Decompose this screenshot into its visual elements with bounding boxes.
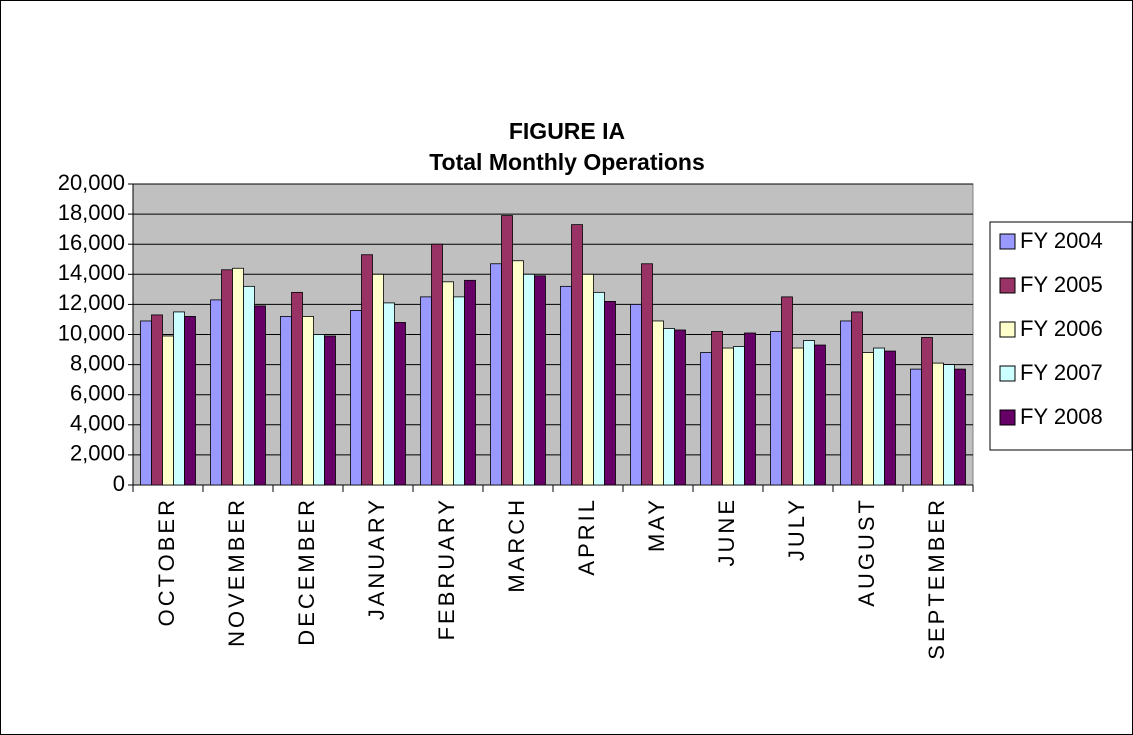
bar <box>582 273 594 486</box>
bar <box>210 299 222 486</box>
bar <box>324 335 336 486</box>
bar <box>372 273 384 486</box>
bar <box>932 362 944 486</box>
bar <box>534 275 546 486</box>
bar <box>814 344 826 486</box>
bar <box>512 260 524 486</box>
bar <box>151 314 163 486</box>
bar <box>851 311 863 486</box>
x-tick-label: SEPTEMBER <box>924 497 949 660</box>
legend-swatch <box>999 365 1016 382</box>
bar <box>943 364 955 486</box>
bar <box>162 335 174 486</box>
legend-swatch <box>999 321 1016 338</box>
bar <box>630 303 642 486</box>
x-tick-label: NOVEMBER <box>224 497 249 647</box>
bar <box>254 305 266 486</box>
bar <box>420 296 432 486</box>
y-tick-label: 4,000 <box>70 411 125 436</box>
bar <box>453 296 465 486</box>
bar <box>641 263 653 486</box>
bar <box>593 291 605 486</box>
bar <box>243 285 255 486</box>
bar <box>140 320 152 486</box>
y-tick-label: 10,000 <box>58 320 125 345</box>
x-tick-label: MARCH <box>504 497 529 593</box>
bar <box>350 310 362 486</box>
bar <box>280 316 292 486</box>
bar <box>394 322 406 486</box>
legend-swatch <box>999 409 1016 426</box>
legend-label: FY 2006 <box>1020 316 1103 341</box>
bar <box>840 320 852 486</box>
bar <box>803 340 815 486</box>
bar <box>744 332 756 486</box>
bar <box>313 334 325 486</box>
bar <box>921 337 933 486</box>
x-tick-label: DECEMBER <box>294 497 319 646</box>
bar <box>571 224 583 486</box>
bar <box>232 267 244 486</box>
bar <box>722 347 734 486</box>
bar <box>792 347 804 486</box>
bar <box>442 281 454 486</box>
bar <box>663 328 675 486</box>
x-tick-label: MAY <box>644 497 669 552</box>
bar <box>523 273 535 486</box>
bar <box>862 352 874 486</box>
x-tick-label: OCTOBER <box>154 497 179 626</box>
y-tick-label: 20,000 <box>58 170 125 195</box>
bar <box>700 352 712 486</box>
x-tick-label: JANUARY <box>364 497 389 620</box>
y-tick-label: 14,000 <box>58 260 125 285</box>
bar <box>560 285 572 486</box>
bar <box>291 291 303 486</box>
bar <box>431 243 443 486</box>
bar <box>674 329 686 486</box>
bar <box>501 215 513 486</box>
x-tick-label: FEBRUARY <box>434 497 459 640</box>
y-tick-label: 16,000 <box>58 230 125 255</box>
bar <box>910 368 922 486</box>
y-tick-label: 12,000 <box>58 290 125 315</box>
legend-swatch <box>999 233 1016 250</box>
bar <box>733 346 745 486</box>
bar <box>781 296 793 486</box>
legend-swatch <box>999 277 1016 294</box>
chart-subtitle: Total Monthly Operations <box>429 149 705 175</box>
bar <box>711 331 723 486</box>
y-tick-label: 8,000 <box>70 350 125 375</box>
x-tick-label: JULY <box>784 497 809 561</box>
bar <box>490 263 502 486</box>
bar <box>221 269 233 486</box>
x-tick-label: APRIL <box>574 497 599 576</box>
y-tick-label: 0 <box>113 471 125 496</box>
x-tick-label: AUGUST <box>854 497 879 607</box>
bar <box>884 350 896 486</box>
bar <box>383 302 395 486</box>
bar <box>770 331 782 486</box>
bar <box>464 279 476 486</box>
bar <box>184 316 196 486</box>
chart-title: FIGURE IA <box>509 118 625 144</box>
y-tick-label: 6,000 <box>70 381 125 406</box>
legend-label: FY 2004 <box>1020 228 1103 253</box>
y-tick-label: 2,000 <box>70 441 125 466</box>
bar <box>604 300 616 486</box>
legend-label: FY 2007 <box>1020 360 1103 385</box>
x-tick-label: JUNE <box>714 497 739 566</box>
legend-label: FY 2008 <box>1020 404 1103 429</box>
bar <box>652 320 664 486</box>
bar <box>302 316 314 486</box>
bar <box>173 311 185 486</box>
y-tick-label: 18,000 <box>58 200 125 225</box>
bar <box>361 254 373 486</box>
bar <box>954 368 966 486</box>
legend-label: FY 2005 <box>1020 272 1103 297</box>
bar <box>873 347 885 486</box>
